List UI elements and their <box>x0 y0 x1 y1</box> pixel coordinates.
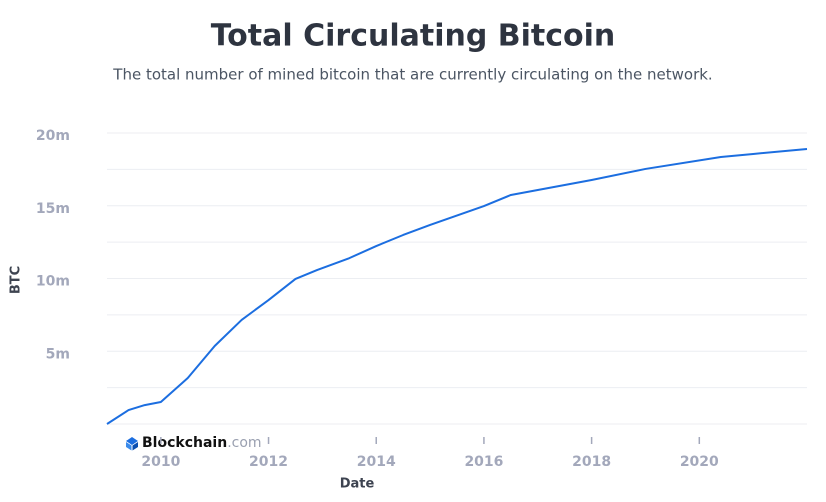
y-tick-label: 5m <box>46 346 70 362</box>
y-tick-label: 20m <box>36 128 70 144</box>
watermark-brand: Blockchain <box>142 435 227 451</box>
x-tick-label: 2020 <box>680 454 719 470</box>
x-axis-label: Date <box>340 477 375 492</box>
x-tick-label: 2018 <box>572 454 611 470</box>
watermark-icon <box>132 442 138 451</box>
watermark-suffix: .com <box>227 435 261 451</box>
watermark-text: Blockchain.com <box>142 435 262 451</box>
chart-title: Total Circulating Bitcoin <box>211 19 616 54</box>
watermark-icon <box>126 437 138 445</box>
y-axis-label: BTC <box>9 266 24 294</box>
watermark-icon <box>126 442 132 451</box>
chart-subtitle: The total number of mined bitcoin that a… <box>112 66 712 84</box>
watermark: Blockchain.com <box>126 435 262 451</box>
y-tick-label: 10m <box>36 274 70 290</box>
x-tick-label: 2012 <box>249 454 288 470</box>
x-tick-label: 2014 <box>357 454 396 470</box>
x-tick-label: 2016 <box>464 454 503 470</box>
y-tick-label: 15m <box>36 201 70 217</box>
series-line <box>106 148 808 425</box>
x-tick-label: 2010 <box>141 454 180 470</box>
